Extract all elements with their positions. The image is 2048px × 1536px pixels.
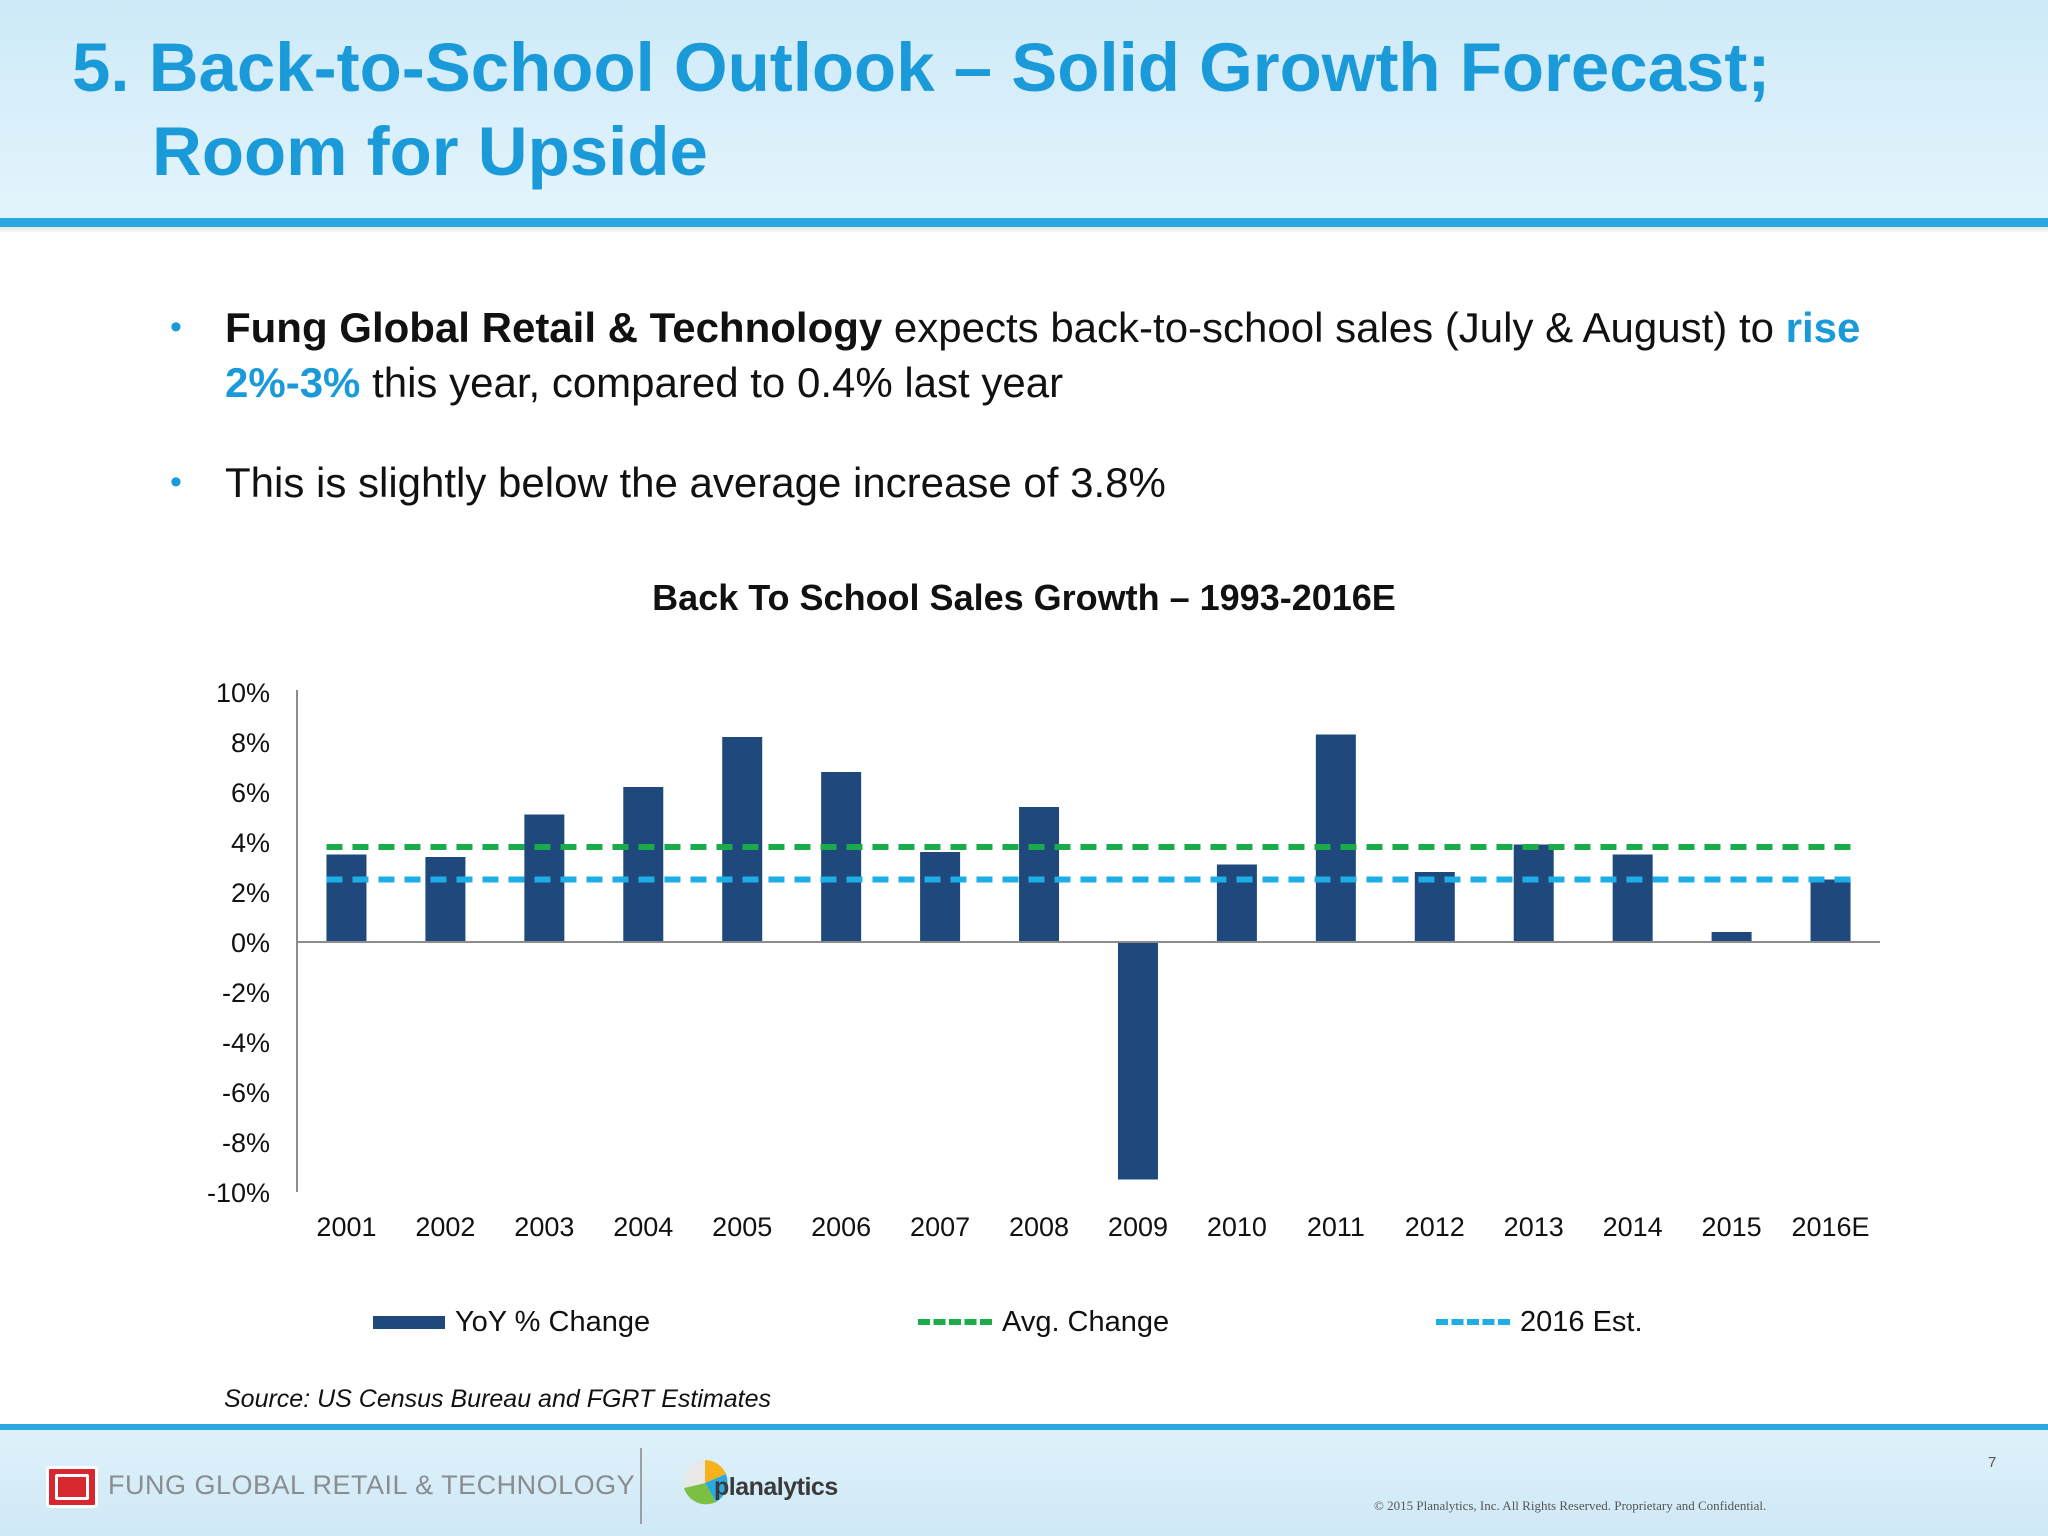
bar [326, 854, 367, 942]
footer-rule [0, 1424, 2048, 1430]
header-shadow [0, 227, 2048, 233]
footer-divider [640, 1448, 642, 1524]
copyright-text: © 2015 Planalytics, Inc. All Rights Rese… [1374, 1498, 1767, 1513]
x-tick-label: 2016E [1791, 1212, 1869, 1242]
bar-chart: Back To School Sales Growth – 1993-2016E… [207, 577, 1880, 1242]
y-tick-label: 6% [231, 778, 270, 808]
legend-swatch-bar [373, 1315, 445, 1329]
bullet-item-2: • This is slightly below the average inc… [170, 455, 1910, 510]
planalytics-logo-icon [683, 1460, 728, 1505]
footer-partner-name: planalytics [714, 1473, 838, 1501]
legend-label-yoy: YoY % Change [455, 1305, 651, 1338]
y-tick-label: -8% [222, 1128, 270, 1158]
bar [920, 852, 961, 942]
bar [1216, 864, 1257, 942]
chart-title: Back To School Sales Growth – 1993-2016E [652, 577, 1396, 618]
x-tick-label: 2004 [613, 1212, 673, 1242]
y-tick-label: -6% [222, 1078, 270, 1108]
bullet-dot-icon: • [170, 308, 182, 346]
bar [1117, 942, 1158, 1180]
bar [722, 737, 763, 942]
y-tick-label: 10% [216, 678, 270, 708]
slide-title: 5. Back-to-School Outlook – Solid Growth… [72, 26, 1770, 194]
bar [821, 772, 862, 942]
bar [425, 857, 466, 942]
y-tick-label: 4% [231, 828, 270, 858]
legend-label-est: 2016 Est. [1520, 1305, 1643, 1338]
legend-label-avg: Avg. Change [1002, 1305, 1170, 1338]
x-tick-label: 2007 [910, 1212, 970, 1242]
legend-item-avg: Avg. Change [918, 1304, 1169, 1340]
bar [1315, 734, 1356, 942]
legend-item-est: 2016 Est. [1436, 1304, 1643, 1340]
x-tick-label: 2002 [415, 1212, 475, 1242]
x-tick-label: 2013 [1504, 1212, 1564, 1242]
bullet-1-accent: rise 2%-3% [225, 304, 1861, 406]
y-tick-label: 8% [231, 728, 270, 758]
x-tick-label: 2003 [514, 1212, 574, 1242]
bar [1612, 854, 1653, 942]
y-tick-label: -4% [222, 1028, 270, 1058]
x-tick-label: 2001 [316, 1212, 376, 1242]
bullet-list: • Fung Global Retail & Technology expect… [170, 300, 1910, 510]
title-line-1: 5. Back-to-School Outlook – Solid Growth… [72, 29, 1771, 106]
footer-company-name: FUNG GLOBAL RETAIL & TECHNOLOGY [108, 1470, 636, 1500]
x-tick-label: 2010 [1207, 1212, 1267, 1242]
bar [623, 787, 664, 942]
bar [1019, 807, 1060, 942]
x-tick-label: 2005 [712, 1212, 772, 1242]
x-tick-label: 2011 [1307, 1212, 1365, 1242]
title-line-2: Room for Upside [152, 113, 708, 190]
source-note: Source: US Census Bureau and FGRT Estima… [224, 1385, 771, 1413]
footer-band [0, 1430, 2048, 1536]
y-tick-label: -2% [222, 978, 270, 1008]
bar [1513, 844, 1554, 942]
bar [1810, 879, 1851, 942]
x-tick-label: 2014 [1603, 1212, 1663, 1242]
x-tick-label: 2015 [1702, 1212, 1762, 1242]
bullet-2-text: This is slightly below the average incre… [225, 459, 1166, 506]
bullet-1-text-b: this year, compared to 0.4% last year [360, 359, 1064, 406]
x-tick-label: 2008 [1009, 1212, 1069, 1242]
legend-swatch-avg [918, 1319, 992, 1325]
bullet-1-text-a: expects back-to-school sales (July & Aug… [882, 304, 1786, 351]
bullet-1-bold: Fung Global Retail & Technology [225, 304, 883, 351]
x-tick-label: 2009 [1108, 1212, 1168, 1242]
bar [1711, 932, 1752, 942]
legend-item-yoy: YoY % Change [373, 1304, 650, 1340]
page-number: 7 [1988, 1454, 1997, 1471]
x-tick-label: 2006 [811, 1212, 871, 1242]
y-tick-label: -10% [207, 1178, 270, 1208]
header-rule [0, 218, 2048, 227]
bullet-dot-icon: • [170, 463, 182, 501]
y-tick-label: 2% [231, 878, 270, 908]
legend-swatch-est [1436, 1319, 1510, 1325]
x-tick-label: 2012 [1405, 1212, 1465, 1242]
bullet-item-1: • Fung Global Retail & Technology expect… [170, 300, 1910, 410]
header-band [0, 0, 2048, 218]
fung-logo-icon [46, 1466, 98, 1508]
y-tick-label: 0% [231, 928, 270, 958]
bar [1414, 872, 1455, 942]
